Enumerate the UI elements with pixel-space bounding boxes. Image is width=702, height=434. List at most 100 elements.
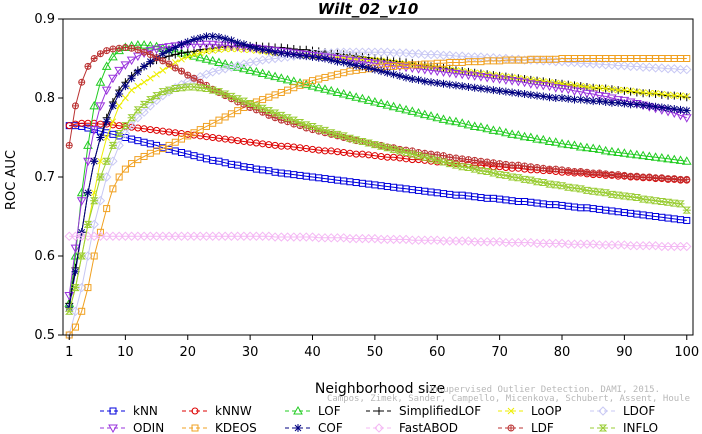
point-marker — [476, 84, 485, 93]
point-marker — [602, 85, 610, 92]
point-marker — [214, 231, 224, 241]
point-marker — [351, 57, 362, 66]
point-marker — [569, 239, 580, 249]
point-marker — [376, 98, 386, 108]
point-marker — [259, 109, 266, 116]
point-marker — [589, 97, 598, 106]
point-marker — [544, 136, 555, 145]
point-marker — [576, 239, 586, 249]
point-marker — [203, 48, 210, 55]
point-marker — [133, 106, 143, 114]
point-marker — [413, 235, 424, 245]
point-marker — [600, 92, 611, 102]
point-marker — [614, 86, 622, 94]
point-marker — [313, 82, 324, 92]
point-marker — [533, 91, 542, 100]
point-marker — [115, 90, 124, 99]
legend-item-cof: COF — [285, 421, 343, 434]
point-marker — [171, 85, 180, 93]
point-marker — [89, 126, 100, 135]
point-marker — [257, 68, 268, 78]
point-marker — [577, 168, 584, 175]
point-marker — [570, 95, 579, 104]
point-marker — [600, 60, 611, 70]
point-marker — [588, 90, 599, 100]
point-marker — [345, 47, 355, 57]
point-marker — [451, 236, 461, 246]
point-marker — [282, 232, 293, 242]
point-marker — [557, 238, 567, 249]
point-marker — [159, 57, 166, 64]
point-marker — [482, 167, 492, 175]
point-marker — [432, 67, 443, 77]
point-marker — [470, 165, 479, 173]
point-marker — [476, 237, 486, 247]
point-marker — [382, 234, 393, 245]
point-marker — [151, 45, 162, 55]
point-marker — [595, 97, 604, 106]
point-marker — [190, 75, 197, 82]
x-tick-label: 20 — [179, 345, 196, 360]
point-marker — [594, 144, 605, 153]
point-marker — [571, 168, 578, 175]
point-marker — [201, 54, 212, 63]
point-marker — [664, 91, 672, 99]
y-tick-label: 0.9 — [34, 12, 55, 27]
point-marker — [151, 231, 162, 241]
point-marker — [108, 424, 118, 434]
point-marker — [602, 170, 609, 177]
point-marker — [146, 57, 155, 66]
point-marker — [115, 102, 123, 110]
point-marker — [457, 70, 468, 80]
point-marker — [302, 121, 311, 129]
point-marker — [575, 88, 586, 97]
point-marker — [108, 141, 118, 149]
point-marker — [382, 61, 393, 70]
point-marker — [663, 198, 673, 206]
point-marker — [607, 98, 616, 107]
x-tick-label: 1 — [65, 345, 73, 360]
point-marker — [657, 241, 667, 252]
point-marker — [426, 111, 436, 120]
series-loop — [65, 45, 691, 315]
point-marker — [102, 157, 111, 165]
point-marker — [115, 173, 123, 181]
point-marker — [594, 59, 605, 69]
point-marker — [682, 206, 691, 214]
point-marker — [145, 47, 156, 56]
point-marker — [77, 282, 87, 293]
point-marker — [383, 68, 392, 77]
point-marker — [89, 100, 100, 110]
point-marker — [664, 104, 673, 113]
point-marker — [419, 109, 430, 119]
x-tick-label: 10 — [117, 345, 134, 360]
point-marker — [257, 231, 268, 241]
x-tick-label: 50 — [367, 345, 384, 360]
point-marker — [445, 80, 454, 89]
point-marker — [439, 158, 448, 166]
point-marker — [302, 52, 311, 61]
point-marker — [489, 169, 498, 177]
point-marker — [476, 73, 486, 82]
point-marker — [294, 424, 302, 432]
point-marker — [395, 48, 405, 58]
point-marker — [338, 89, 349, 98]
point-marker — [525, 132, 536, 141]
legend-label: LOF — [318, 404, 341, 418]
point-marker — [176, 79, 187, 90]
point-marker — [208, 86, 217, 94]
point-marker — [77, 252, 86, 260]
point-marker — [153, 70, 160, 78]
point-marker — [78, 307, 86, 315]
point-marker — [438, 236, 449, 246]
point-marker — [239, 231, 249, 241]
point-marker — [252, 102, 261, 110]
point-marker — [320, 126, 330, 134]
point-marker — [183, 83, 192, 91]
point-marker — [646, 174, 653, 180]
point-marker — [239, 40, 248, 49]
y-tick-label: 0.5 — [34, 328, 55, 343]
point-marker — [109, 118, 117, 126]
point-marker — [307, 51, 318, 61]
